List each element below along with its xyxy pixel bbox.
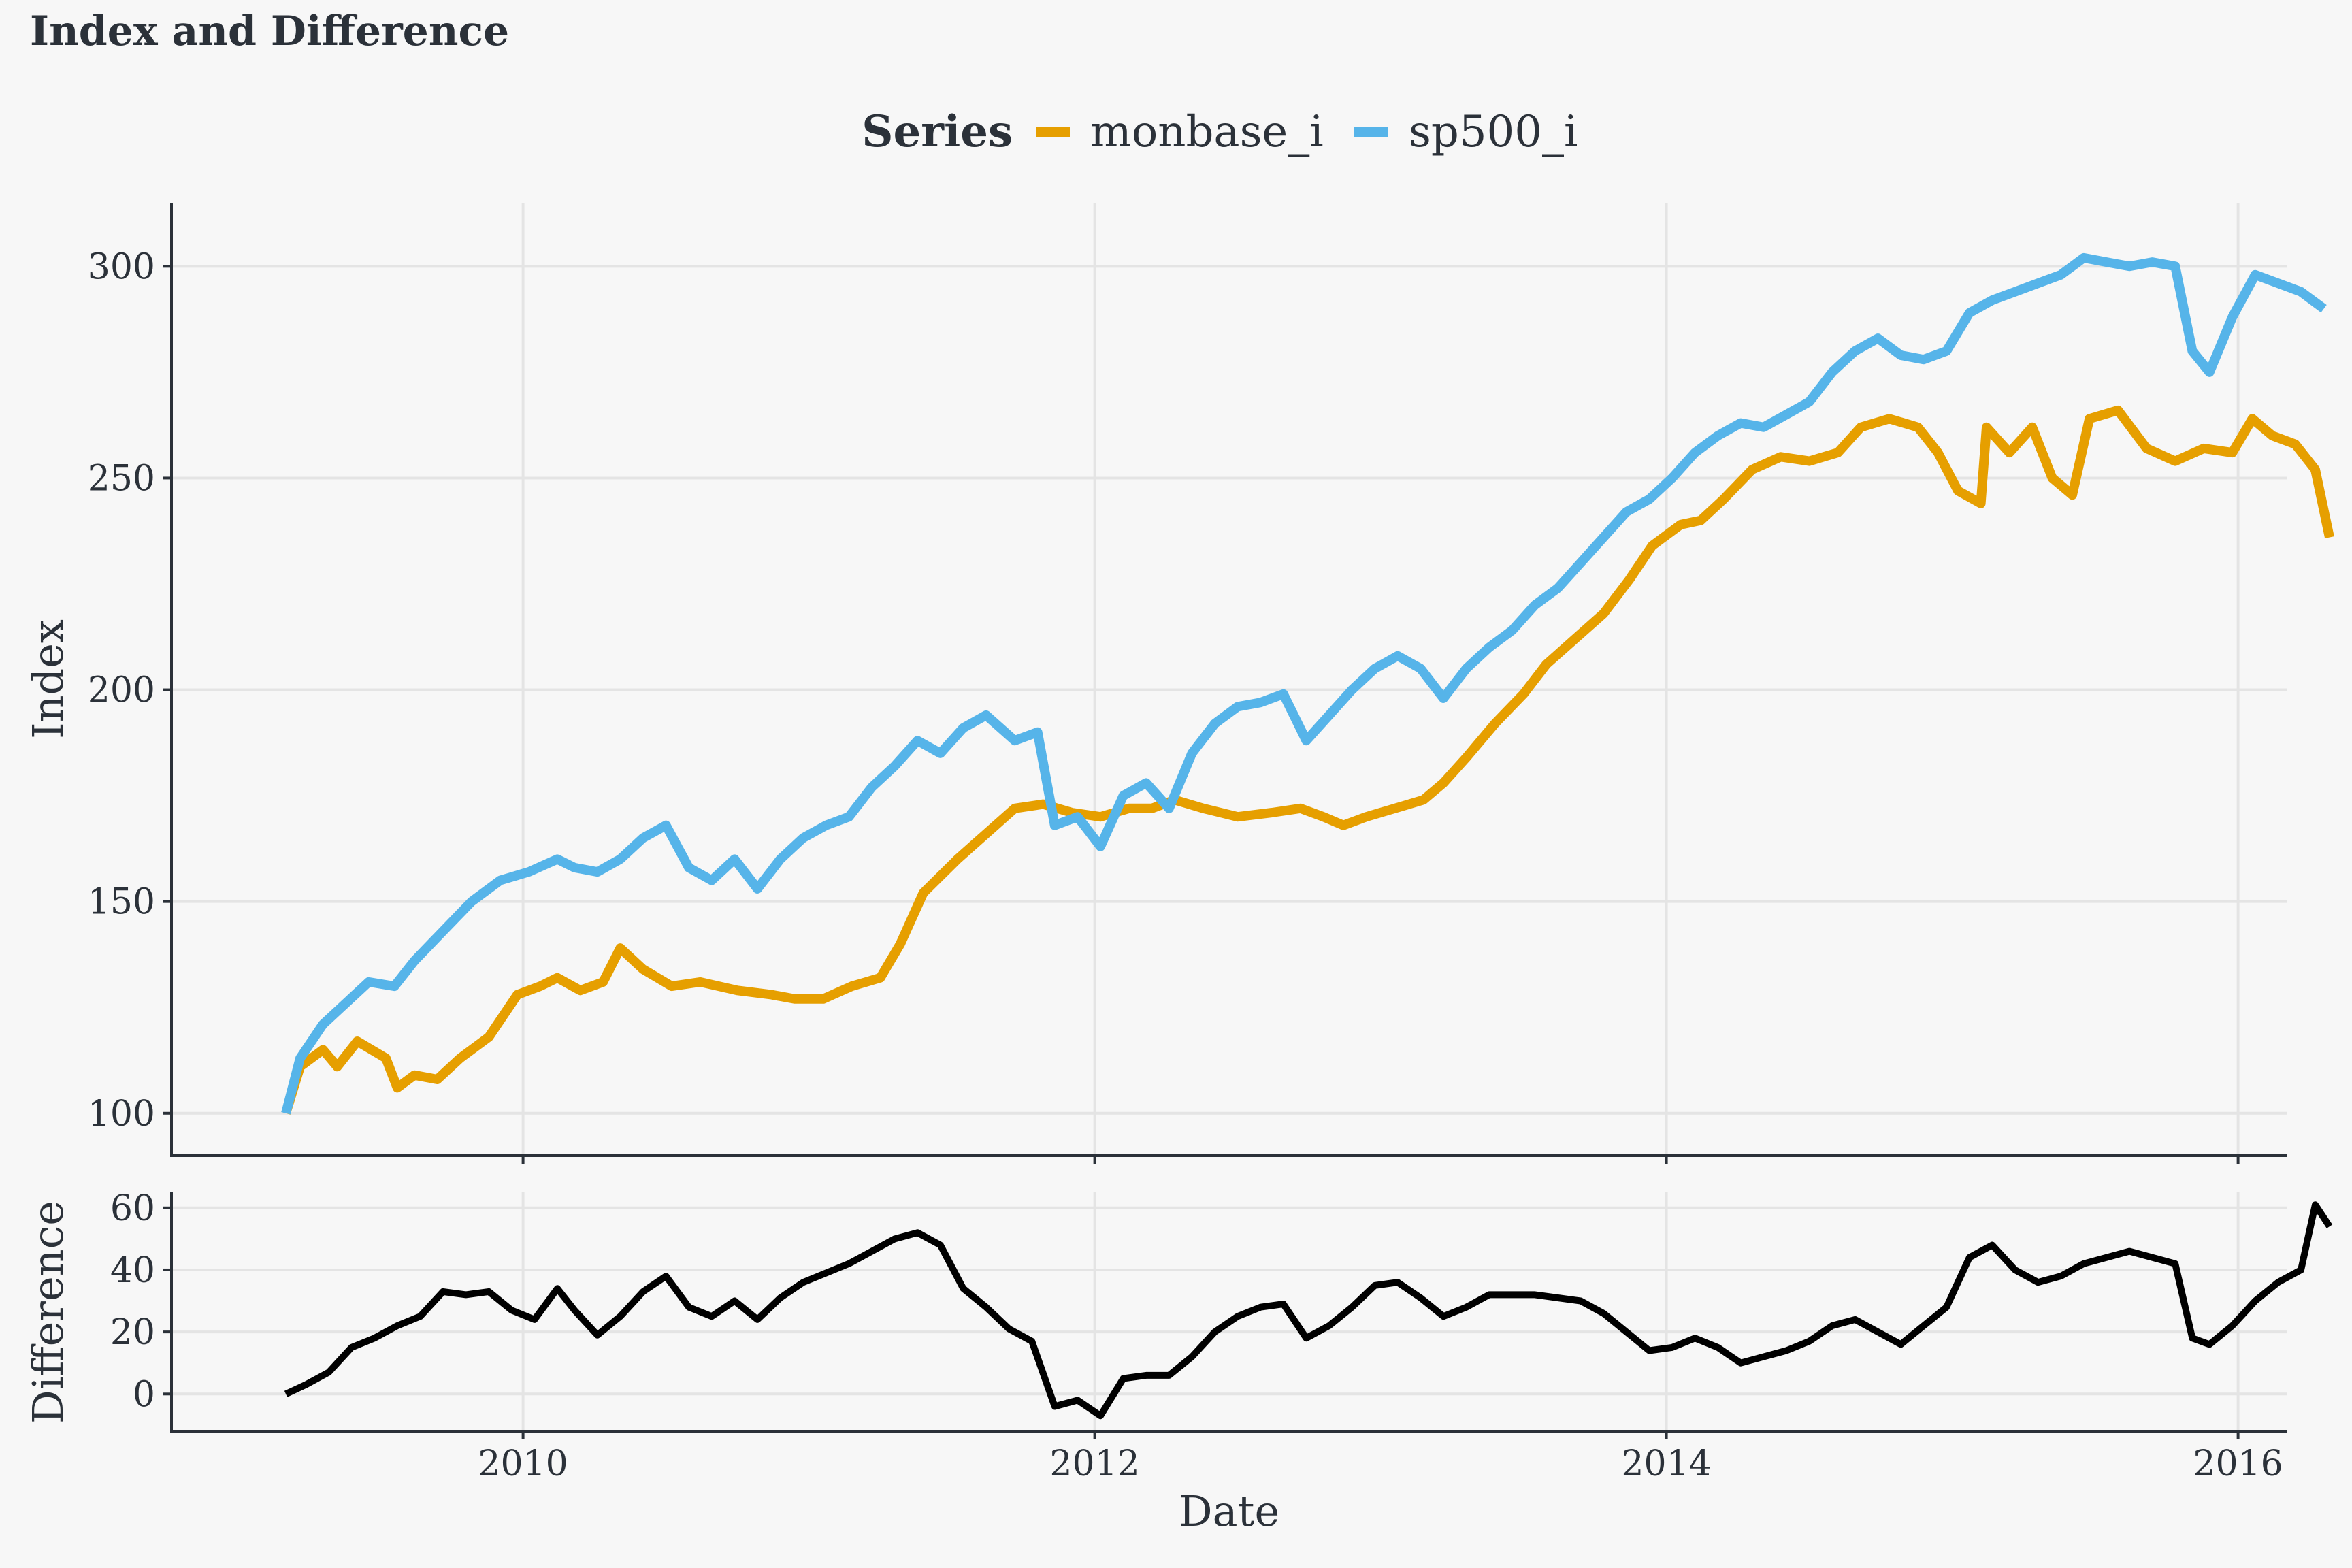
y-tick-label: 0 bbox=[133, 1374, 155, 1415]
series-line-monbase-i bbox=[281, 405, 2334, 1115]
series-line-sp500-i bbox=[281, 252, 2327, 1115]
index-panel: 100 150 200 250 300 Index bbox=[23, 203, 2334, 1157]
difference-y-axis-title: Difference bbox=[23, 1200, 73, 1424]
x-tick-label: 2016 bbox=[2193, 1443, 2283, 1484]
x-axis-ticks: 2010 2012 2014 2016 bbox=[478, 1156, 2283, 1484]
index-gridlines bbox=[172, 203, 2287, 1156]
y-tick-label: 60 bbox=[110, 1188, 155, 1229]
difference-gridlines bbox=[172, 1192, 2287, 1431]
difference-y-ticks: 0 20 40 60 bbox=[110, 1188, 172, 1415]
x-axis-title: Date bbox=[1179, 1486, 1279, 1536]
y-tick-label: 20 bbox=[110, 1312, 155, 1353]
x-tick-label: 2012 bbox=[1049, 1443, 1139, 1484]
y-tick-label: 150 bbox=[88, 882, 155, 923]
x-tick-label: 2010 bbox=[478, 1443, 568, 1484]
y-tick-label: 300 bbox=[88, 246, 155, 287]
series-line-difference bbox=[284, 1201, 2333, 1420]
legend-label-monbase: monbase_i bbox=[1090, 107, 1324, 157]
difference-series bbox=[284, 1201, 2333, 1420]
legend: Series monbase_i sp500_i bbox=[862, 106, 1578, 157]
index-y-ticks: 100 150 200 250 300 bbox=[88, 246, 172, 1134]
y-tick-label: 250 bbox=[88, 458, 155, 499]
y-tick-label: 100 bbox=[88, 1094, 155, 1134]
y-tick-label: 40 bbox=[110, 1250, 155, 1291]
y-tick-label: 200 bbox=[88, 670, 155, 711]
index-axis-lines bbox=[170, 203, 2287, 1157]
legend-title: Series bbox=[862, 106, 1013, 157]
index-series bbox=[281, 252, 2334, 1115]
chart-title: Index and Difference bbox=[30, 7, 509, 55]
x-tick-label: 2014 bbox=[1621, 1443, 1711, 1484]
difference-panel: 0 20 40 60 Difference bbox=[23, 1188, 2333, 1433]
difference-axis-lines bbox=[170, 1192, 2287, 1433]
index-y-axis-title: Index bbox=[23, 619, 73, 739]
legend-label-sp500: sp500_i bbox=[1409, 107, 1578, 157]
